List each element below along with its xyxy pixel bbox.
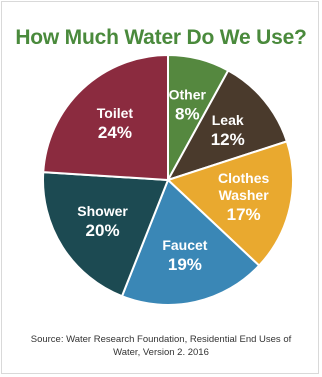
slice-value-shower: 20% [86,221,120,240]
pie-slice-clothes-washer [166,140,294,267]
pie-slice-shower [42,171,170,298]
slice-value-leak: 12% [211,130,245,149]
slice-value-faucet: 19% [168,255,202,274]
source-line-1: Source: Water Research Foundation, Resid… [30,334,292,345]
slice-label-other: Other [169,86,207,102]
slice-label-leak: Leak [212,112,244,128]
slice-value-toilet: 24% [98,123,132,142]
slice-label-clothes-washer-2: Washer [219,187,270,203]
chart-title: How Much Water Do We Use? [15,26,307,49]
pie-slice-leak [165,69,289,182]
slice-label-shower: Shower [77,203,128,219]
pie-slice-toilet [42,53,169,182]
slice-value-clothes-washer: 17% [227,205,261,224]
slice-label-faucet: Faucet [162,237,207,253]
slice-value-other: 8% [175,104,200,123]
slice-label-toilet: Toilet [97,105,134,121]
source-line-2: Water, Version 2. 2016 [113,347,209,358]
slice-label-clothes-washer-1: Clothes [218,170,270,186]
source-note: Source: Water Research Foundation, Resid… [20,333,302,359]
